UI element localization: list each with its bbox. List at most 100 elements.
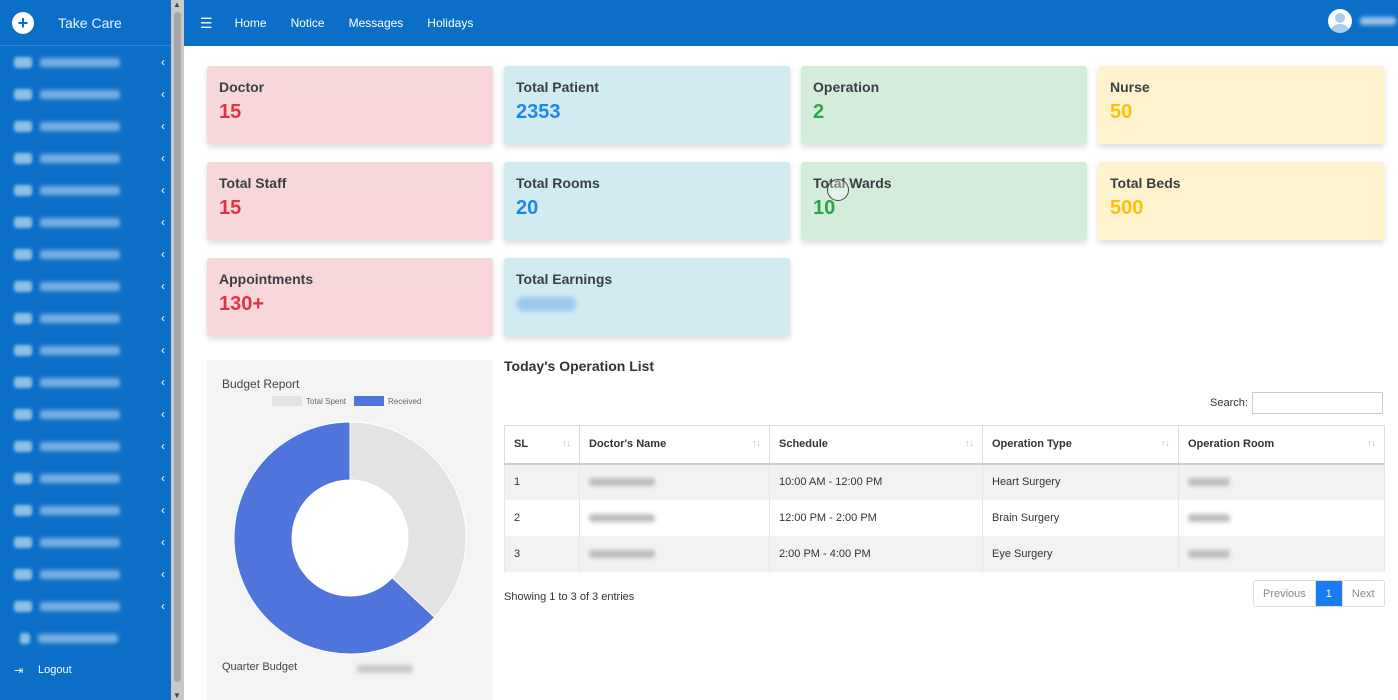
stat-card-total-beds[interactable]: Total Beds 500 (1098, 162, 1384, 240)
card-value: 20 (516, 197, 539, 219)
sidebar-item-leave-request[interactable] (0, 622, 171, 654)
redacted-text (589, 478, 655, 487)
sort-icon: ↑↓ (562, 438, 571, 448)
stat-card-doctor[interactable]: Doctor 15 (207, 66, 493, 144)
sidebar-item-opd[interactable]: ‹ (0, 174, 171, 206)
sidebar-item-label (40, 249, 120, 259)
table-row[interactable]: 2 12:00 PM - 2:00 PM Brain Surgery (504, 499, 1385, 536)
stat-card-total-earnings[interactable]: Total Earnings (504, 258, 790, 336)
dot-icon (20, 632, 30, 644)
menu-item-icon (14, 184, 32, 196)
menu-item-icon (14, 504, 32, 516)
table-row[interactable]: 3 2:00 PM - 4:00 PM Eye Surgery (504, 535, 1385, 572)
column-header-operation-type[interactable]: Operation Type ↑↓ (982, 425, 1179, 465)
legend-label: Total Spent (306, 396, 347, 406)
chevron-left-icon: ‹ (161, 87, 165, 101)
brand[interactable]: + Take Care (0, 0, 171, 46)
sidebar-item-duty-doctor[interactable]: ‹ (0, 78, 171, 110)
stat-card-total-staff[interactable]: Total Staff 15 (207, 162, 493, 240)
sidebar-scrollbar[interactable]: ▲ ▼ (171, 0, 184, 700)
table-row[interactable]: 1 10:00 AM - 12:00 PM Heart Surgery (504, 463, 1385, 500)
sidebar-item-label (40, 569, 120, 579)
card-title: Total Staff (219, 175, 287, 191)
cell-operation-type: Heart Surgery (982, 463, 1179, 500)
sidebar-item-label (40, 153, 120, 163)
column-header-schedule[interactable]: Schedule ↑↓ (769, 425, 983, 465)
nav-link-home[interactable]: Home (234, 16, 267, 30)
sidebar-item-ceo[interactable]: ‹ (0, 526, 171, 558)
stat-card-appointments[interactable]: Appointments 130+ (207, 258, 493, 336)
operation-list-title: Today's Operation List (504, 358, 655, 374)
sidebar-item-cmo[interactable]: ‹ (0, 558, 171, 590)
column-header-sl[interactable]: SL ↑↓ (504, 425, 580, 465)
sidebar-item-radiology[interactable]: ‹ (0, 494, 171, 526)
sidebar-item-reception[interactable]: ‹ (0, 46, 171, 78)
stat-card-operation[interactable]: Operation 2 (801, 66, 1087, 144)
stat-card-total-wards[interactable]: Total Wards 10 (801, 162, 1087, 240)
sidebar-item-pcm[interactable]: ‹ (0, 270, 171, 302)
logout-link[interactable]: ⇥ Logout (0, 654, 171, 686)
sidebar-item-icu[interactable]: ‹ (0, 238, 171, 270)
chevron-left-icon: ‹ (161, 183, 165, 197)
chevron-left-icon: ‹ (161, 567, 165, 581)
nav-link-holidays[interactable]: Holidays (427, 16, 474, 30)
user-name (1360, 17, 1396, 25)
column-label: Doctor's Name (589, 438, 667, 451)
sidebar-item-hr-information[interactable]: ‹ (0, 398, 171, 430)
pagination-page-1[interactable]: 1 (1314, 581, 1342, 606)
menu-item-icon (14, 120, 32, 132)
sidebar-item-label (40, 409, 120, 419)
chevron-left-icon: ‹ (161, 599, 165, 613)
sidebar-item-pathology[interactable]: ‹ (0, 142, 171, 174)
scroll-down-arrow-icon[interactable]: ▼ (173, 691, 181, 700)
nav-link-notice[interactable]: Notice (290, 16, 325, 30)
pagination-previous[interactable]: Previous (1254, 581, 1315, 606)
chevron-left-icon: ‹ (161, 407, 165, 421)
pagination-next[interactable]: Next (1341, 581, 1384, 606)
card-title: Total Earnings (516, 271, 613, 287)
sidebar-item-ambulance[interactable]: ‹ (0, 430, 171, 462)
stat-card-total-patient[interactable]: Total Patient 2353 (504, 66, 790, 144)
sidebar-item-setup[interactable]: ‹ (0, 590, 171, 622)
legend-item-spent[interactable]: Total Spent (272, 396, 346, 406)
brand-title: Take Care (58, 14, 122, 31)
legend-item-received[interactable]: Received (354, 396, 421, 406)
sidebar-item-label (40, 601, 120, 611)
column-header-doctor-name[interactable]: Doctor's Name ↑↓ (579, 425, 770, 465)
card-title: Total Beds (1110, 175, 1181, 191)
redacted-text (589, 513, 655, 522)
menu-item-icon (14, 56, 32, 68)
sidebar-item-emergency[interactable]: ‹ (0, 206, 171, 238)
budget-title: Budget Report (222, 377, 300, 391)
stat-card-total-rooms[interactable]: Total Rooms 20 (504, 162, 790, 240)
menu-item-icon (14, 280, 32, 292)
cell-doctor-name (579, 535, 770, 572)
search-label: Search: (1210, 397, 1248, 409)
sort-icon: ↑↓ (1367, 438, 1376, 448)
user-menu[interactable] (1328, 9, 1398, 33)
cell-schedule: 2:00 PM - 4:00 PM (769, 535, 983, 572)
menu-item-icon (14, 472, 32, 484)
nav-link-messages[interactable]: Messages (348, 16, 404, 30)
cell-doctor-name (579, 499, 770, 536)
redacted-text (1188, 513, 1230, 522)
sidebar-item-nurse-station[interactable]: ‹ (0, 110, 171, 142)
menu-item-icon (14, 568, 32, 580)
chevron-left-icon: ‹ (161, 151, 165, 165)
scroll-up-arrow-icon[interactable]: ▲ (173, 0, 181, 9)
card-value: 50 (1110, 101, 1133, 123)
sidebar-item-store-section[interactable]: ‹ (0, 334, 171, 366)
menu-item-icon (14, 376, 32, 388)
hamburger-menu-icon[interactable]: ☰ (200, 14, 213, 31)
table-search: Search: (1210, 392, 1383, 414)
sidebar-nav: ‹ ‹ ‹ ‹ ‹ ‹ ‹ ‹ ‹ ‹ ‹ ‹ ‹ ‹ ‹ ‹ ‹ ‹ (0, 46, 171, 622)
sidebar-item-accounts[interactable]: ‹ (0, 366, 171, 398)
sidebar-item-label (40, 377, 120, 387)
cell-operation-type: Eye Surgery (982, 535, 1179, 572)
search-input[interactable] (1251, 392, 1383, 414)
sidebar-item-death-registration[interactable]: ‹ (0, 462, 171, 494)
scrollbar-thumb[interactable] (174, 12, 181, 682)
column-header-operation-room[interactable]: Operation Room ↑↓ (1178, 425, 1385, 465)
sidebar-item-ot-section[interactable]: ‹ (0, 302, 171, 334)
stat-card-nurse[interactable]: Nurse 50 (1098, 66, 1384, 144)
